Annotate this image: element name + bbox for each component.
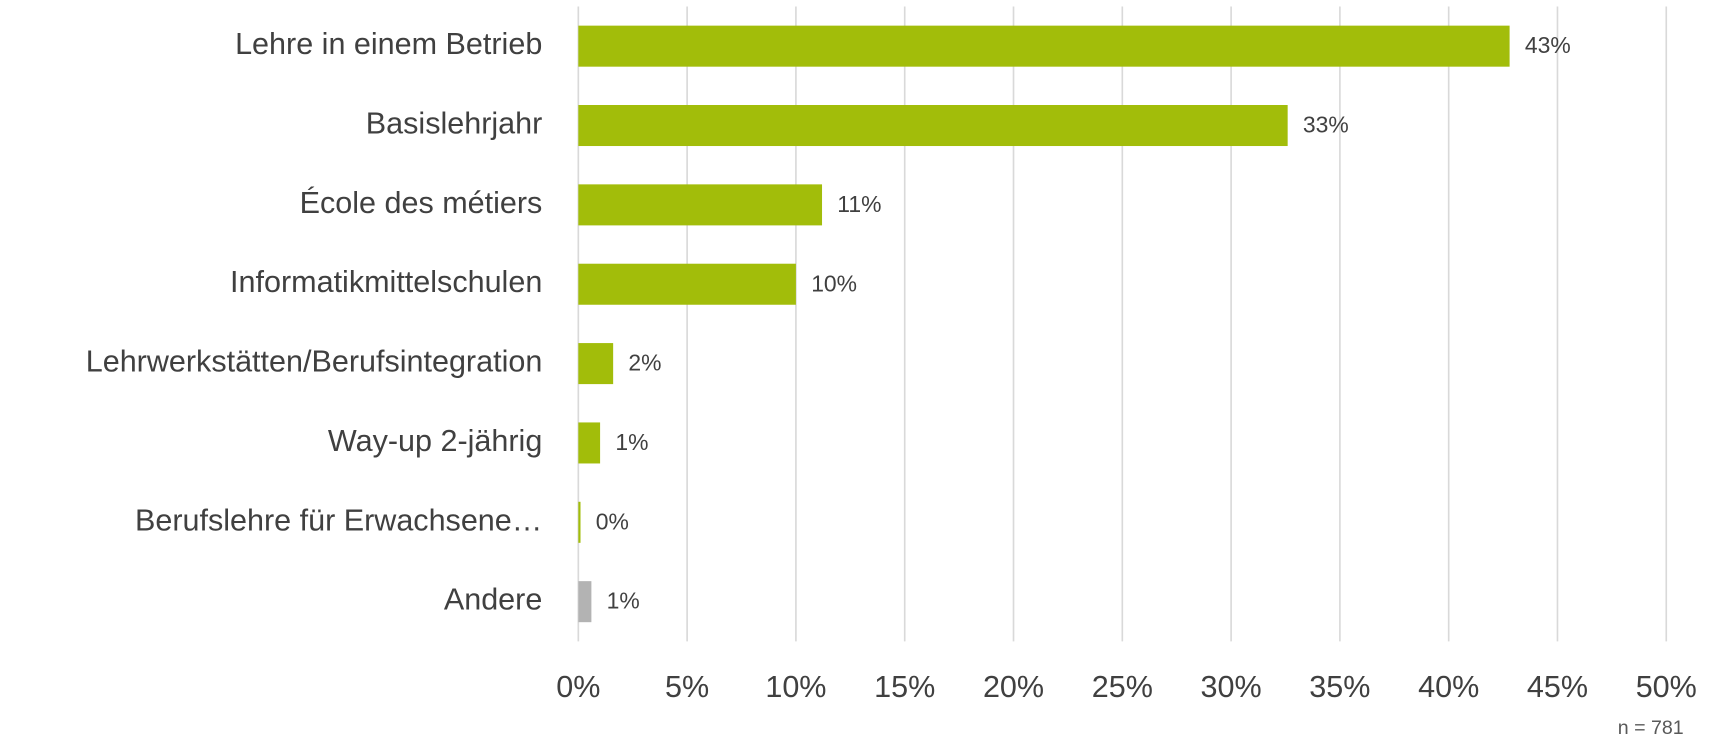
sample-size-note: n = 781 <box>1618 717 1684 739</box>
bar <box>578 343 614 385</box>
value-label: 33% <box>1303 112 1349 138</box>
value-label: 1% <box>607 588 640 614</box>
category-label: Berufslehre für Erwachsene… <box>135 503 542 537</box>
category-label: Basislehrjahr <box>366 107 543 141</box>
bar <box>578 184 823 226</box>
x-tick-label: 25% <box>1092 670 1153 704</box>
category-label: Lehrwerkstätten/Berufsintegration <box>86 345 543 379</box>
x-tick-label: 35% <box>1309 670 1370 704</box>
x-tick-label: 15% <box>874 670 935 704</box>
bar <box>578 501 581 543</box>
bar <box>578 105 1288 147</box>
category-label: Way-up 2-jährig <box>328 424 542 458</box>
bar <box>578 422 601 464</box>
x-tick-label: 40% <box>1418 670 1479 704</box>
x-tick-label: 20% <box>983 670 1044 704</box>
x-tick-label: 0% <box>556 670 600 704</box>
x-tick-label: 30% <box>1201 670 1262 704</box>
bar <box>578 263 796 305</box>
category-label: Informatikmittelschulen <box>230 265 542 299</box>
value-label: 1% <box>615 429 648 455</box>
category-label: Lehre in einem Betrieb <box>235 27 542 61</box>
x-tick-label: 5% <box>665 670 709 704</box>
value-label: 0% <box>596 508 629 534</box>
bar <box>578 25 1510 67</box>
value-label: 10% <box>811 270 857 296</box>
x-tick-label: 45% <box>1527 670 1588 704</box>
x-tick-label: 10% <box>765 670 826 704</box>
value-label: 43% <box>1525 32 1571 58</box>
value-label: 11% <box>837 191 881 217</box>
category-label: École des métiers <box>300 186 543 220</box>
value-label: 2% <box>628 350 661 376</box>
bar <box>578 581 592 623</box>
x-tick-label: 50% <box>1636 670 1697 704</box>
category-label: Andere <box>444 583 542 617</box>
